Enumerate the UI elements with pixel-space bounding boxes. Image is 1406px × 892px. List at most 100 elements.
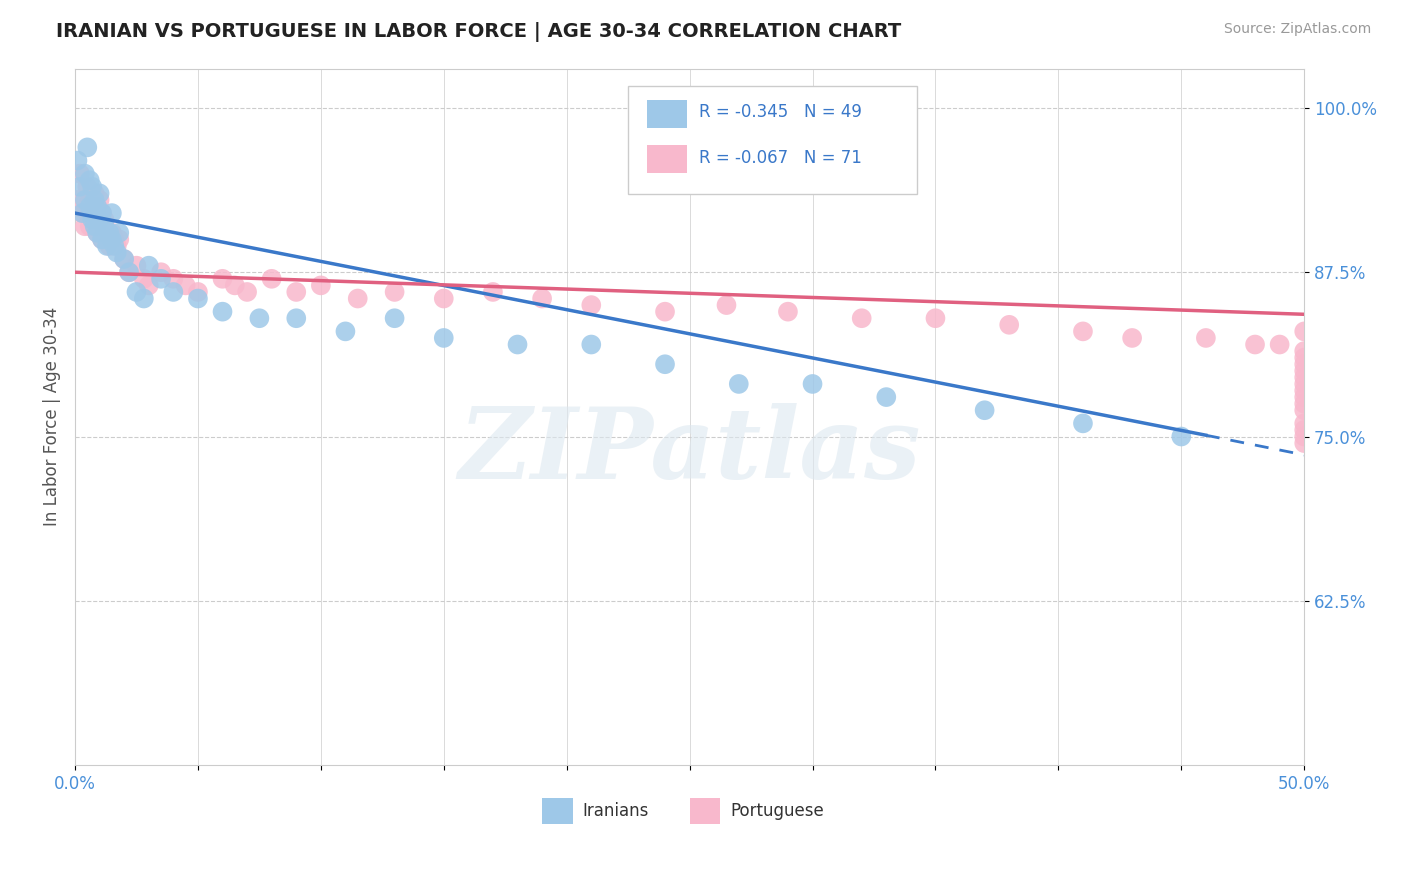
Point xyxy=(125,259,148,273)
Point xyxy=(973,403,995,417)
Point xyxy=(924,311,946,326)
Point xyxy=(1294,351,1316,365)
Point xyxy=(1071,325,1094,339)
Point xyxy=(716,298,738,312)
Point xyxy=(69,179,91,194)
Point xyxy=(96,226,118,240)
Point xyxy=(101,232,124,246)
Point xyxy=(73,167,96,181)
Point xyxy=(132,272,155,286)
Point xyxy=(1294,403,1316,417)
Point xyxy=(103,232,125,246)
Point xyxy=(236,285,259,299)
FancyBboxPatch shape xyxy=(689,797,720,824)
Point xyxy=(1294,364,1316,378)
Point xyxy=(89,186,111,201)
Point xyxy=(1071,417,1094,431)
Point xyxy=(654,357,676,371)
Point xyxy=(1170,429,1192,443)
Point xyxy=(1294,423,1316,437)
Point xyxy=(125,285,148,299)
Text: ZIPatlas: ZIPatlas xyxy=(458,403,921,500)
Point xyxy=(335,325,357,339)
Point xyxy=(150,272,173,286)
Point xyxy=(73,219,96,234)
Point xyxy=(91,232,114,246)
Point xyxy=(66,193,89,207)
Point xyxy=(851,311,873,326)
Point xyxy=(482,285,505,299)
Point xyxy=(132,292,155,306)
Point xyxy=(83,193,105,207)
Point xyxy=(285,311,308,326)
Point xyxy=(79,193,101,207)
Point xyxy=(93,212,115,227)
Text: IRANIAN VS PORTUGUESE IN LABOR FORCE | AGE 30-34 CORRELATION CHART: IRANIAN VS PORTUGUESE IN LABOR FORCE | A… xyxy=(56,22,901,42)
Point xyxy=(89,219,111,234)
Point xyxy=(1294,429,1316,443)
Point xyxy=(260,272,283,286)
Point xyxy=(105,245,128,260)
Point xyxy=(76,140,98,154)
Point xyxy=(105,239,128,253)
Point xyxy=(1294,397,1316,411)
Point xyxy=(285,285,308,299)
Point xyxy=(91,232,114,246)
Point xyxy=(1294,370,1316,384)
Point xyxy=(112,252,135,266)
Point xyxy=(83,212,105,227)
Point xyxy=(72,206,94,220)
Point xyxy=(1195,331,1218,345)
Point xyxy=(150,265,173,279)
Point xyxy=(72,206,94,220)
Point xyxy=(98,226,121,240)
Point xyxy=(79,173,101,187)
Point xyxy=(82,179,104,194)
Point xyxy=(247,311,270,326)
Point xyxy=(1294,436,1316,450)
Y-axis label: In Labor Force | Age 30-34: In Labor Force | Age 30-34 xyxy=(44,307,60,526)
Point xyxy=(108,226,131,240)
Point xyxy=(1294,376,1316,391)
Point xyxy=(112,252,135,266)
Point xyxy=(101,206,124,220)
Point xyxy=(581,298,603,312)
Point xyxy=(66,153,89,168)
Point xyxy=(187,292,209,306)
Point xyxy=(875,390,897,404)
Point xyxy=(776,304,799,318)
Text: Iranians: Iranians xyxy=(582,802,650,820)
Point xyxy=(101,226,124,240)
Point xyxy=(531,292,554,306)
Point xyxy=(1294,384,1316,398)
Point xyxy=(91,206,114,220)
Point xyxy=(1268,337,1291,351)
Point xyxy=(1244,337,1267,351)
Point xyxy=(211,272,233,286)
Point xyxy=(103,239,125,253)
Point xyxy=(118,265,141,279)
Point xyxy=(654,304,676,318)
Point xyxy=(138,278,160,293)
FancyBboxPatch shape xyxy=(628,86,917,194)
Point xyxy=(79,219,101,234)
Point xyxy=(224,278,246,293)
Point xyxy=(309,278,332,293)
Point xyxy=(83,219,105,234)
Point xyxy=(118,265,141,279)
Point xyxy=(69,167,91,181)
Point xyxy=(162,285,184,299)
Point xyxy=(162,272,184,286)
Point xyxy=(86,226,108,240)
Point xyxy=(1121,331,1143,345)
Point xyxy=(581,337,603,351)
Point xyxy=(82,212,104,227)
Point xyxy=(174,278,197,293)
Point xyxy=(211,304,233,318)
Point xyxy=(89,212,111,227)
Point xyxy=(96,239,118,253)
Text: Source: ZipAtlas.com: Source: ZipAtlas.com xyxy=(1223,22,1371,37)
Text: R = -0.345   N = 49: R = -0.345 N = 49 xyxy=(699,103,862,121)
Point xyxy=(1294,390,1316,404)
Point xyxy=(433,292,456,306)
